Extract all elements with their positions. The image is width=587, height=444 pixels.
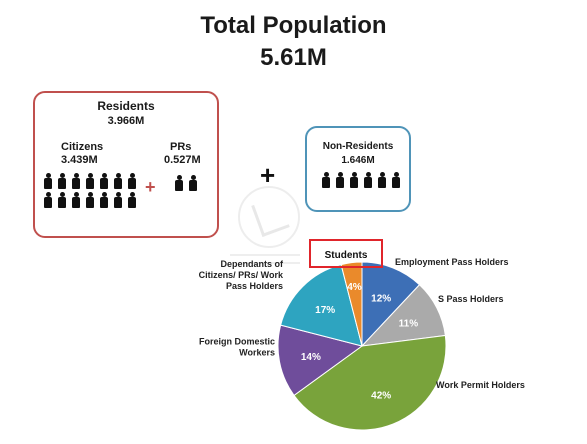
person-icon bbox=[174, 175, 184, 191]
citizens-value: 3.439M bbox=[61, 154, 98, 166]
residents-value: 3.966M bbox=[107, 115, 145, 127]
watermark-line bbox=[230, 254, 300, 256]
pie-percent-label: 12% bbox=[371, 294, 391, 305]
person-icon bbox=[85, 173, 95, 189]
person-icon bbox=[188, 175, 198, 191]
person-icon bbox=[71, 192, 81, 208]
person-icon bbox=[377, 172, 387, 188]
person-icon bbox=[127, 192, 137, 208]
students-highlight-box bbox=[309, 239, 383, 268]
pie-slice-employment-pass-holders bbox=[361, 261, 421, 348]
person-icon bbox=[57, 192, 67, 208]
person-icon bbox=[71, 173, 81, 189]
person-icon bbox=[113, 192, 123, 208]
citizens-people-icons bbox=[43, 173, 147, 208]
non-residents-value: 1.646M bbox=[341, 155, 375, 166]
person-icon bbox=[85, 192, 95, 208]
outer-plus-sign: + bbox=[260, 160, 276, 190]
person-icon bbox=[335, 172, 345, 188]
person-icon bbox=[43, 192, 53, 208]
non-residents-people-icons bbox=[321, 172, 411, 188]
person-icon bbox=[43, 173, 53, 189]
person-icon bbox=[349, 172, 359, 188]
prs-value: 0.527M bbox=[164, 154, 201, 166]
non-residents-title: Non-Residents bbox=[322, 141, 394, 152]
total-population-value: 5.61M bbox=[260, 44, 327, 71]
pie-slice-work-permit-holders bbox=[293, 334, 447, 431]
pie-percent-label: 42% bbox=[371, 390, 391, 401]
page-title: Total Population bbox=[200, 12, 387, 39]
pie-callout-label: S Pass Holders bbox=[438, 294, 504, 304]
pie-percent-label: 17% bbox=[315, 305, 335, 316]
pie-slice-students bbox=[340, 261, 363, 347]
pie-percent-label: 14% bbox=[301, 352, 321, 363]
inner-plus-sign: + bbox=[145, 177, 156, 197]
person-icon bbox=[321, 172, 331, 188]
residents-box: Residents 3.966M Citizens 3.439M PRs 0.5… bbox=[33, 91, 219, 238]
pie-callout-label: Foreign Domestic Workers bbox=[199, 337, 275, 358]
residents-title: Residents bbox=[97, 99, 155, 113]
person-icon bbox=[99, 192, 109, 208]
pie-percent-label: 4% bbox=[347, 282, 362, 293]
person-icon bbox=[113, 173, 123, 189]
prs-label: PRs bbox=[170, 141, 192, 153]
students-callout-label: Students bbox=[325, 250, 368, 261]
pie-callout-label: Dependants of Citizens/ PRs/ Work Pass Hol… bbox=[199, 259, 284, 291]
person-icon bbox=[99, 173, 109, 189]
pie-callout-label: Employment Pass Holders bbox=[395, 257, 509, 267]
citizens-label: Citizens bbox=[61, 141, 104, 153]
pie-percent-label: 11% bbox=[399, 318, 419, 329]
watermark-line bbox=[240, 262, 300, 264]
person-icon bbox=[391, 172, 401, 188]
pie-callout-label: Work Permit Holders bbox=[436, 380, 525, 390]
person-icon bbox=[127, 173, 137, 189]
pie-slice-foreign-domestic-workers bbox=[277, 324, 364, 397]
non-residents-box: Non-Residents 1.646M bbox=[305, 126, 411, 212]
person-icon bbox=[363, 172, 373, 188]
person-icon bbox=[57, 173, 67, 189]
watermark-logo bbox=[238, 186, 300, 248]
prs-people-icons bbox=[174, 175, 204, 191]
